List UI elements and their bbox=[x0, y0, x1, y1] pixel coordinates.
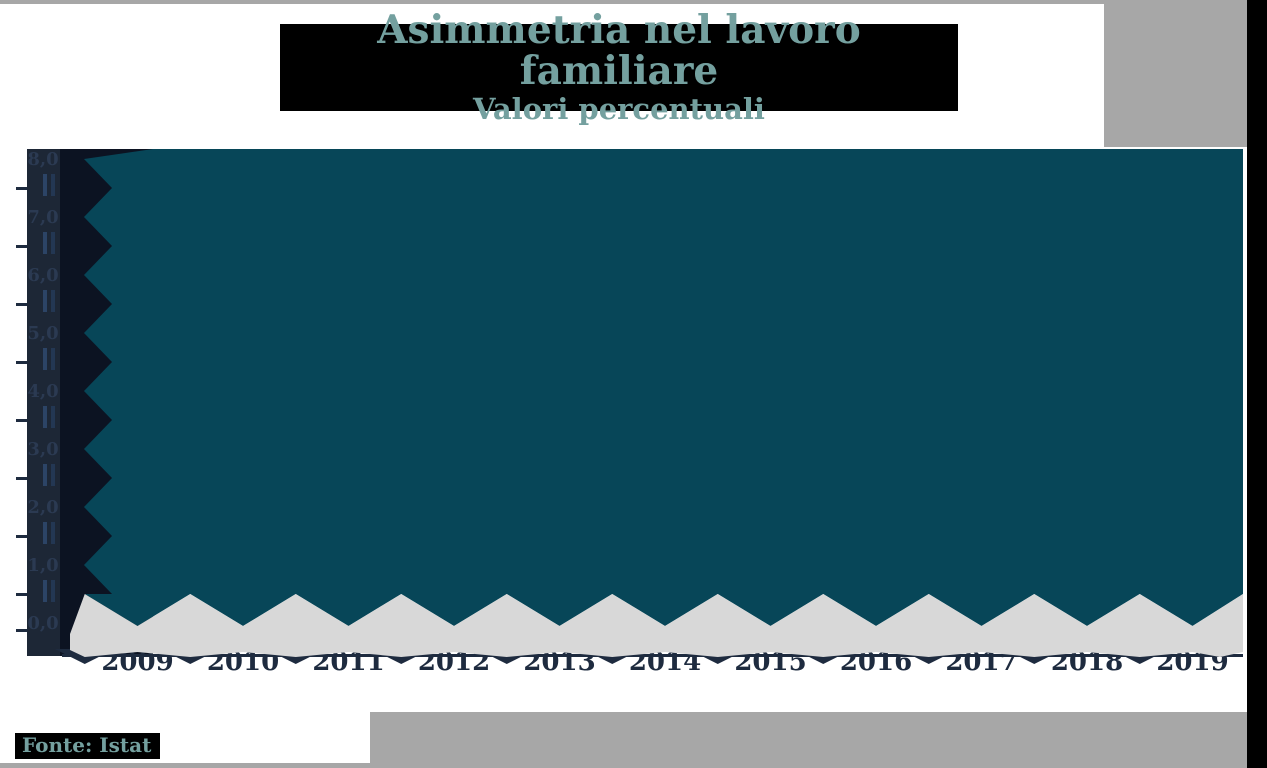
y-tick-label: 4,0 bbox=[27, 381, 58, 402]
y-axis-tick-dash bbox=[16, 419, 27, 422]
x-axis-line bbox=[62, 654, 1243, 657]
tick-garble-bar bbox=[51, 232, 55, 254]
y-tick-label: 0,0 bbox=[27, 613, 58, 634]
tick-garble-bar bbox=[51, 522, 55, 544]
tick-garble-bar bbox=[51, 580, 55, 602]
title-block: Asimmetria nel lavoro familiare Valori p… bbox=[280, 10, 958, 125]
tick-garble-bar bbox=[43, 464, 47, 486]
y-tick-label: 6,0 bbox=[27, 265, 58, 286]
source-note: Fonte: Istat bbox=[15, 733, 161, 759]
tick-garble-bar bbox=[51, 406, 55, 428]
top-gray-strip bbox=[0, 0, 1267, 4]
y-tick-label: 8,0 bbox=[27, 149, 58, 170]
right-black-strip bbox=[1247, 0, 1267, 768]
y-tick-label: 5,0 bbox=[27, 323, 58, 344]
tick-garble-bar bbox=[43, 174, 47, 196]
y-tick-label: 1,0 bbox=[27, 555, 58, 576]
gray-zigzag-band bbox=[70, 594, 1243, 657]
y-tick-label: 7,0 bbox=[27, 207, 58, 228]
chart-subtitle: Valori percentuali bbox=[473, 92, 765, 127]
chart-title: Asimmetria nel lavoro familiare bbox=[377, 7, 861, 95]
y-axis-tick-dash bbox=[16, 245, 27, 248]
y-axis-tick-dash bbox=[16, 593, 27, 596]
tick-garble-bar bbox=[43, 348, 47, 370]
tick-garble-bar bbox=[43, 580, 47, 602]
bottom-right-gray-block bbox=[370, 712, 1247, 768]
y-axis-tick-dash bbox=[16, 535, 27, 538]
tick-garble-bar bbox=[51, 348, 55, 370]
y-axis-tick-dash bbox=[16, 187, 27, 190]
y-axis-tick-dash bbox=[16, 303, 27, 306]
tick-garble-bar bbox=[43, 522, 47, 544]
y-tick-label: 2,0 bbox=[27, 497, 58, 518]
tick-garble-bar bbox=[43, 406, 47, 428]
tick-garble-bar bbox=[43, 232, 47, 254]
teal-area bbox=[84, 149, 1243, 626]
y-axis-tick-dash bbox=[16, 629, 27, 632]
y-axis-tick-dash bbox=[16, 477, 27, 480]
tick-garble-bar bbox=[51, 290, 55, 312]
top-right-gray-block bbox=[1104, 0, 1247, 147]
y-axis-tick-dash bbox=[16, 361, 27, 364]
tick-garble-bar bbox=[51, 464, 55, 486]
y-tick-label: 3,0 bbox=[27, 439, 58, 460]
tick-garble-bar bbox=[43, 290, 47, 312]
tick-garble-bar bbox=[51, 174, 55, 196]
